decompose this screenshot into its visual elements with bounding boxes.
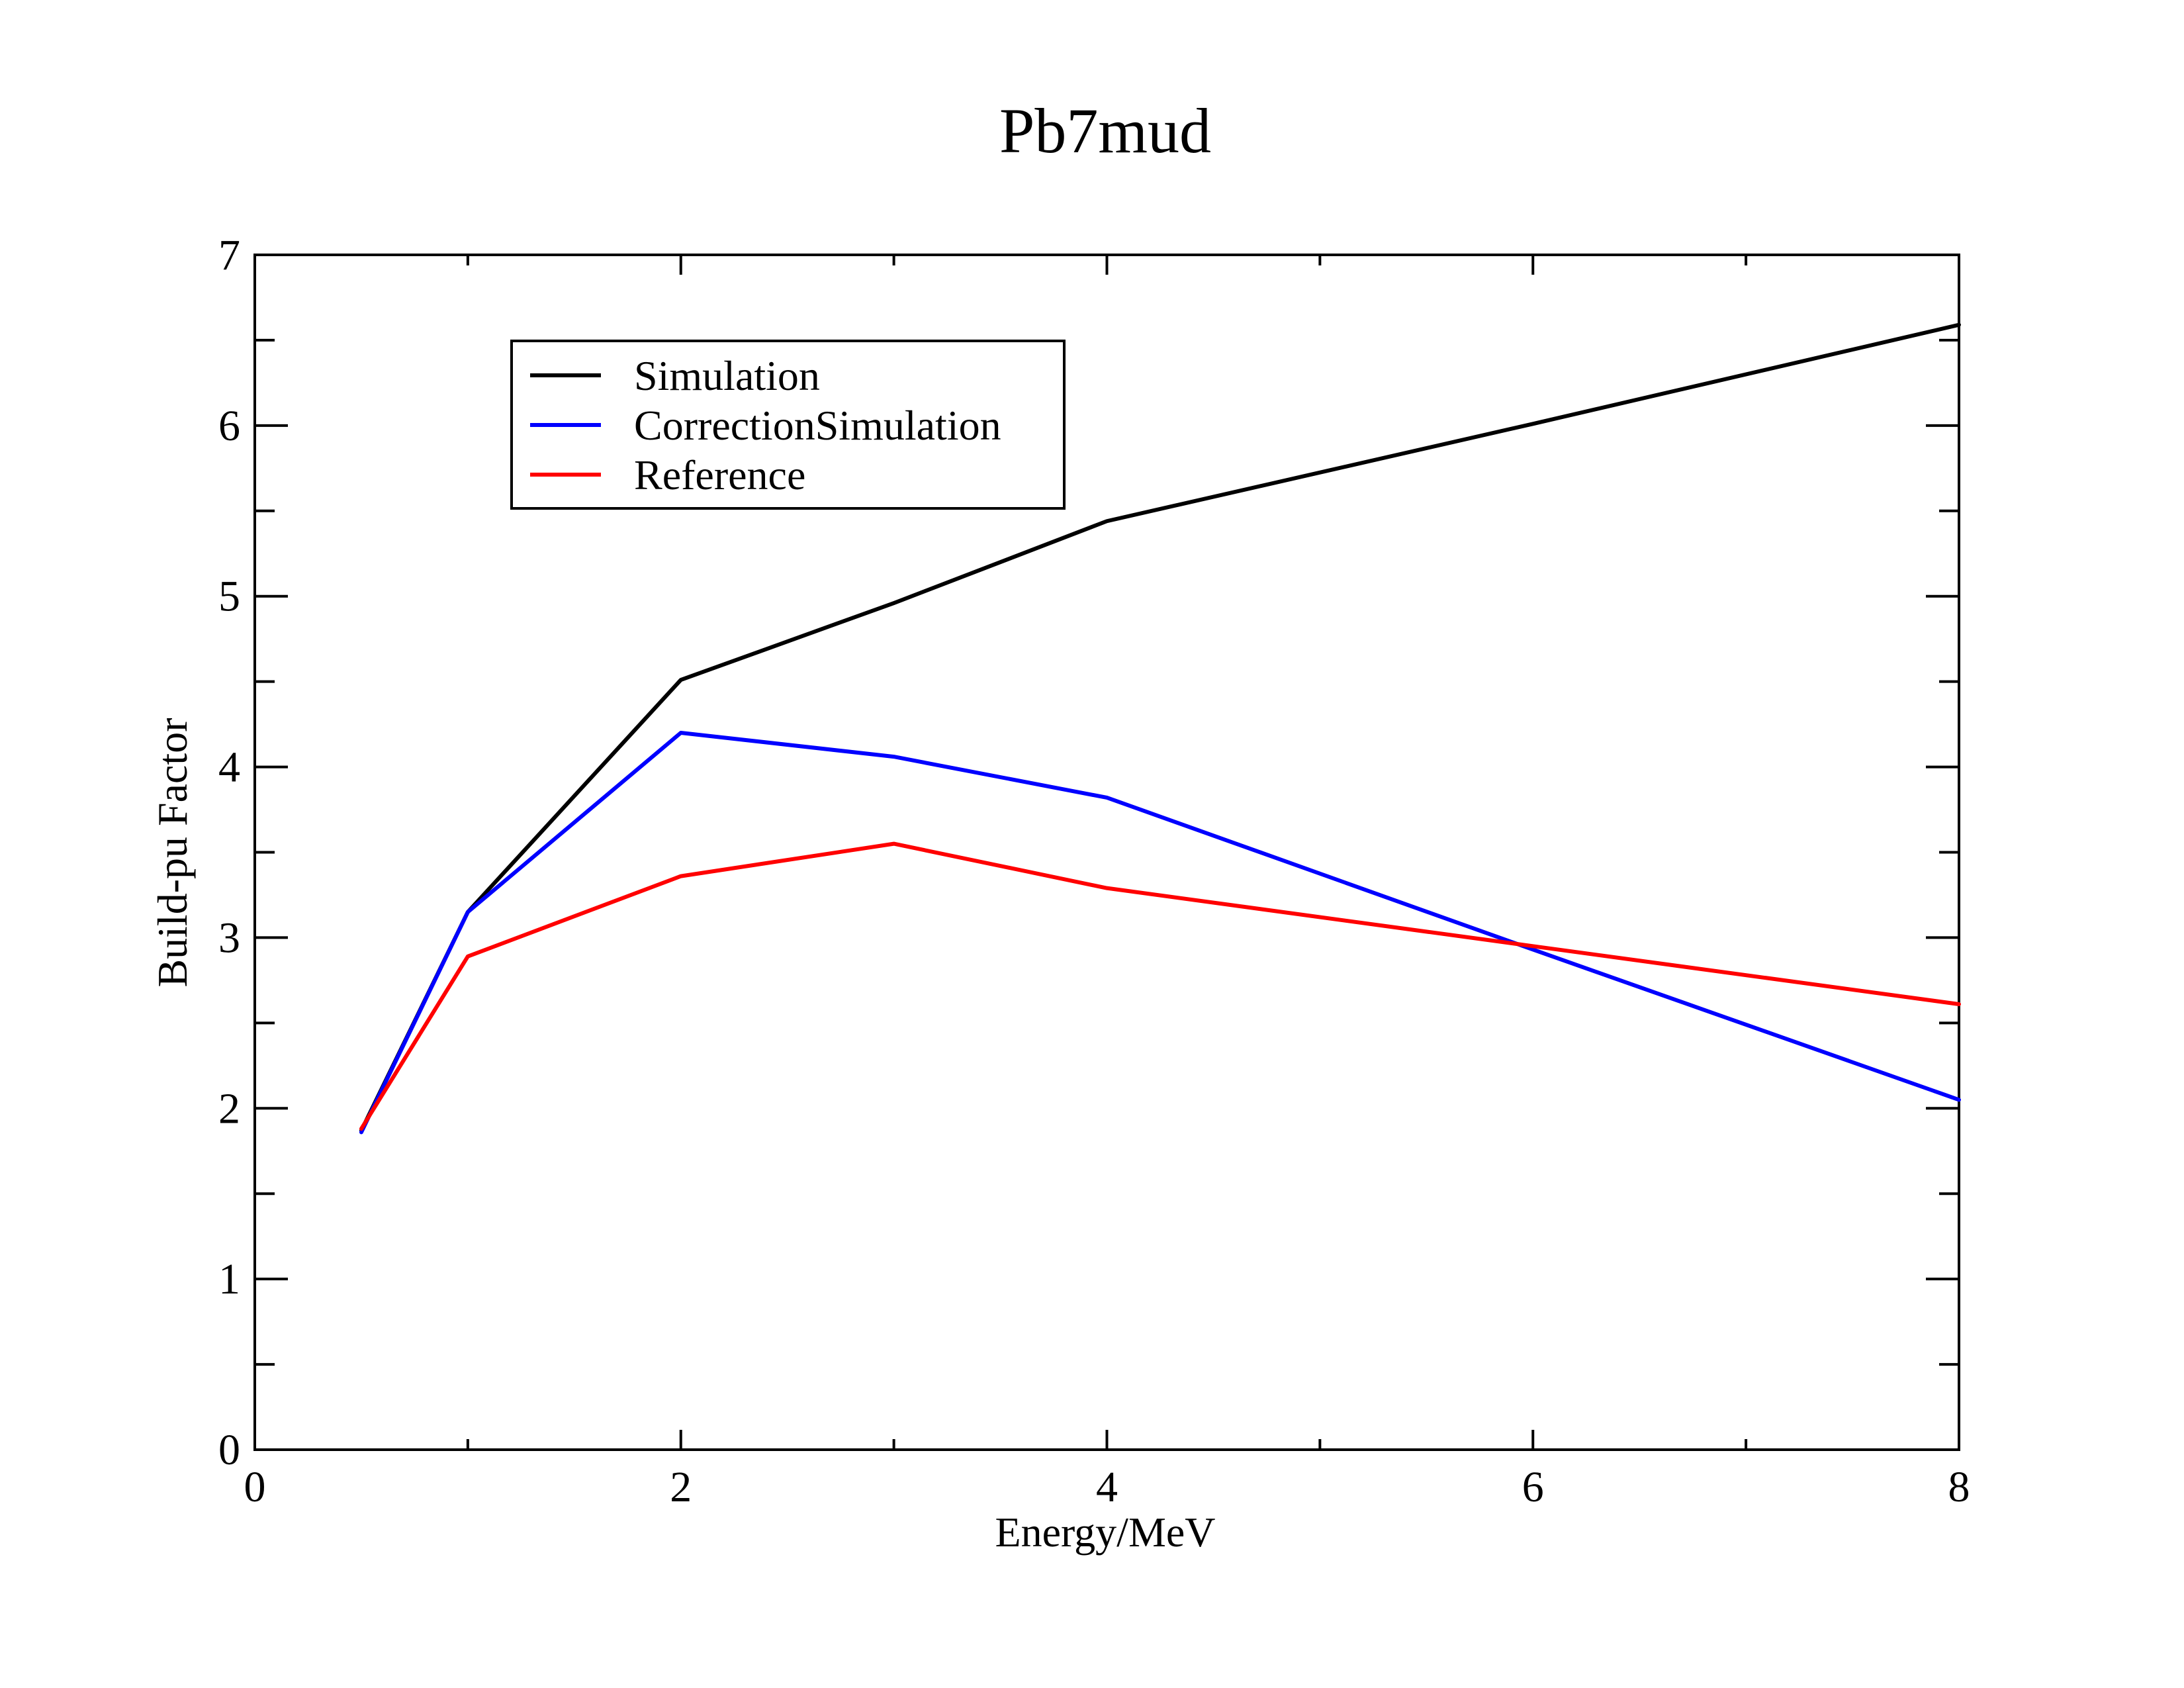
legend-box [510, 340, 1066, 510]
y-axis-label: Build-pu Factor [149, 718, 196, 987]
x-tick-label: 2 [670, 1463, 692, 1511]
series-line-correctionsimulation [359, 731, 1961, 1135]
y-tick-label: 1 [218, 1255, 240, 1303]
axes: 0 2 4 6 8 0 1 2 3 4 5 6 7 [218, 231, 1970, 1511]
chart-title: Pb7mud [999, 95, 1211, 166]
y-tick-label: 5 [218, 573, 240, 621]
x-tick-label: 6 [1522, 1463, 1544, 1511]
legend-label: CorrectionSimulation [634, 402, 1001, 449]
series-lines [359, 322, 1961, 1135]
legend-label: Reference [634, 451, 805, 498]
x-tick-label: 0 [244, 1463, 266, 1511]
y-tick-label: 7 [218, 231, 240, 279]
y-tick-label: 3 [218, 914, 240, 962]
y-tick-label: 4 [218, 743, 240, 792]
y-tick-label: 2 [218, 1084, 240, 1133]
x-axis-label: Energy/MeV [995, 1509, 1216, 1556]
series-line-reference [359, 841, 1961, 1131]
x-tick-label: 8 [1948, 1463, 1970, 1511]
legend-label: Simulation [634, 352, 820, 399]
x-tick-label: 4 [1096, 1463, 1118, 1511]
y-tick-label: 6 [218, 402, 240, 450]
y-tick-label: 0 [218, 1426, 240, 1474]
